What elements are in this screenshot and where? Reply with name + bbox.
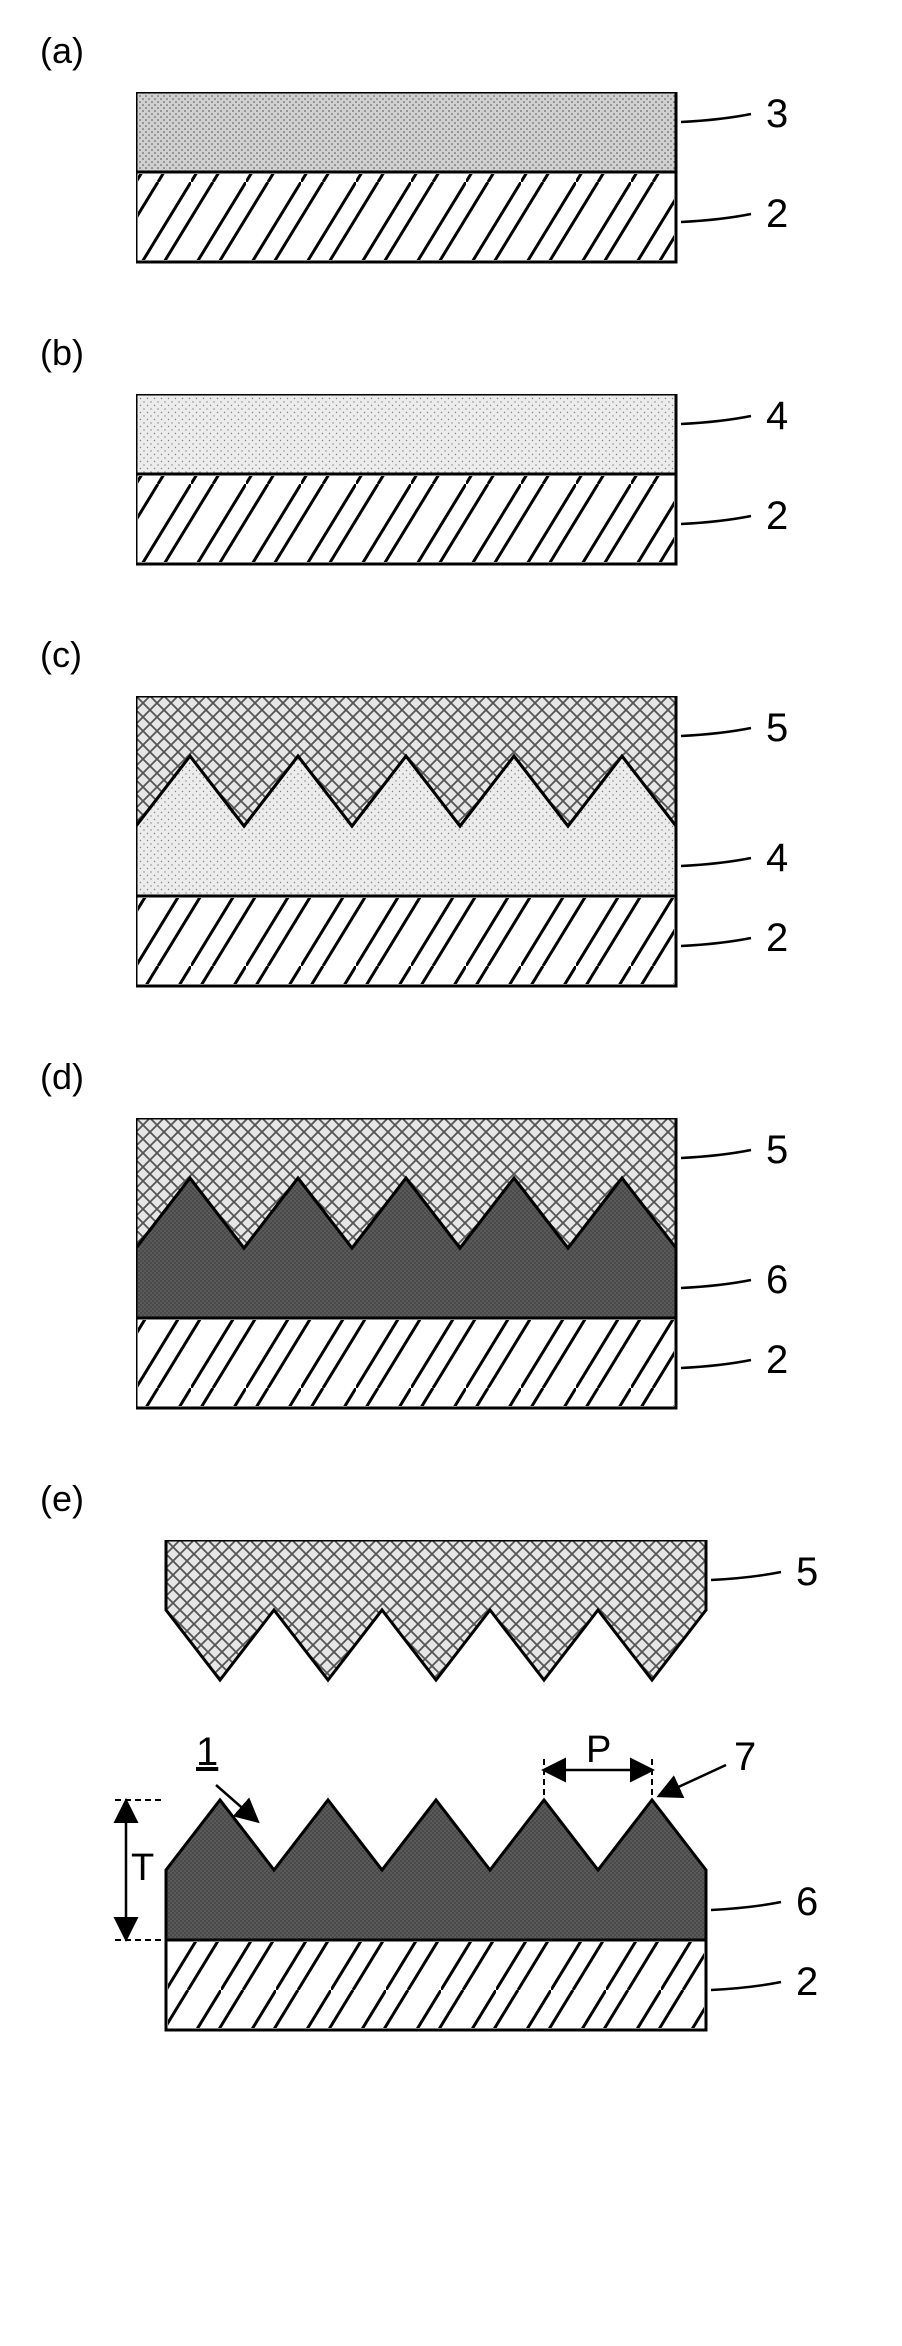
- panel-a-label: (a): [40, 30, 882, 72]
- panel-c-figure-row: 5 4 2: [90, 696, 882, 996]
- panel-c-svg: 5 4 2: [136, 696, 836, 996]
- panel-b: (b) 4 2: [20, 332, 882, 574]
- panel-b-figure-row: 4 2: [90, 394, 882, 574]
- panel-d-figure-row: 5 6 2: [90, 1118, 882, 1418]
- panel-d-label: (d): [40, 1056, 882, 1098]
- panel-d-svg: 5 6 2: [136, 1118, 836, 1418]
- ref-2-text-c: 2: [766, 916, 788, 960]
- panel-a-figure-row: 3 2: [90, 92, 882, 272]
- pitch-label: P: [586, 1729, 611, 1771]
- ref-6-text-e: 6: [796, 1880, 818, 1924]
- panel-e: (e): [20, 1478, 882, 2040]
- ref-1-text: 1: [196, 1730, 218, 1774]
- panel-c: (c): [20, 634, 882, 996]
- ref-2-text-d: 2: [766, 1338, 788, 1382]
- ref-4-text-b: 4: [766, 394, 788, 438]
- panel-a: (a) 3 2: [20, 30, 882, 272]
- panel-b-svg: 4 2: [136, 394, 836, 574]
- ref-2-text-b: 2: [766, 494, 788, 538]
- ref-2-text-a: 2: [766, 192, 788, 236]
- thickness-label: T: [131, 1847, 154, 1889]
- ref-5-text-c: 5: [766, 706, 788, 750]
- ref-5-text-e: 5: [796, 1550, 818, 1594]
- ref-5-text-d: 5: [766, 1128, 788, 1172]
- ref-3-text: 3: [766, 92, 788, 136]
- ref-6-text-d: 6: [766, 1258, 788, 1302]
- panel-c-label: (c): [40, 634, 882, 676]
- ref-4-text-c: 4: [766, 836, 788, 880]
- ref-7-text: 7: [734, 1735, 756, 1779]
- panel-b-label: (b): [40, 332, 882, 374]
- ref-2-text-e: 2: [796, 1960, 818, 2004]
- panel-e-figure-row: 5 1 P 7 T 6: [90, 1540, 882, 2040]
- panel-e-label: (e): [40, 1478, 882, 1520]
- panel-e-svg: 5 1 P 7 T 6: [106, 1540, 866, 2040]
- panel-d: (d): [20, 1056, 882, 1418]
- panel-a-svg: 3 2: [136, 92, 836, 272]
